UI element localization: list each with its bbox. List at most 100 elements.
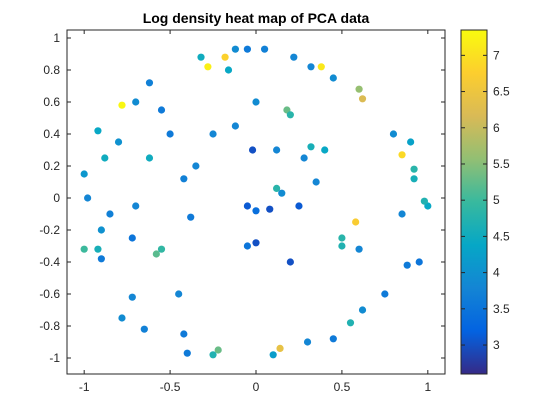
colorbar-tick-label: 5.5 — [493, 157, 510, 171]
scatter-point — [358, 95, 367, 103]
scatter-point — [286, 258, 294, 266]
scatter-point — [157, 106, 166, 114]
scatter-point — [243, 45, 252, 53]
scatter-point — [128, 234, 136, 242]
scatter-point — [415, 258, 423, 266]
x-tick-label: -1 — [79, 380, 90, 394]
scatter-point — [157, 245, 166, 253]
scatter-point — [300, 154, 308, 162]
x-tick-label: 0.5 — [334, 380, 351, 394]
colorbar-tick-label: 3 — [493, 338, 500, 352]
colorbar-gradient — [460, 29, 488, 375]
scatter-point — [114, 138, 123, 146]
scatter-point — [145, 79, 154, 87]
scatter-point — [358, 306, 367, 314]
scatter-point — [252, 98, 260, 106]
scatter-point — [407, 138, 415, 146]
scatter-point — [307, 63, 315, 71]
scatter-point — [187, 213, 195, 221]
y-tick-label: 0 — [53, 191, 60, 205]
scatter-point — [132, 202, 140, 210]
scatter-point — [286, 111, 294, 119]
y-tick-label: 0.2 — [43, 159, 60, 173]
scatter-point — [214, 346, 222, 354]
y-axis: -1 -0.8 -0.6 -0.4 -0.2 0 0.2 0.4 0.6 0.8 1 — [39, 31, 445, 365]
scatter-point — [84, 194, 92, 202]
scatter-point — [94, 127, 102, 135]
colorbar-tick-label: 3.5 — [493, 302, 510, 316]
scatter-point — [192, 162, 200, 170]
scatter-point — [221, 53, 229, 61]
scatter-point — [231, 45, 239, 53]
scatter-point — [398, 210, 406, 218]
scatter-point — [106, 210, 114, 218]
colorbar-tick-label: 6 — [493, 121, 500, 135]
scatter-point — [118, 101, 126, 109]
scatter-point — [290, 53, 298, 61]
x-tick-label: 0 — [253, 380, 260, 394]
y-tick-label: -1 — [49, 351, 60, 365]
scatter-point — [252, 207, 260, 215]
scatter-point — [398, 151, 406, 159]
scatter-point — [209, 130, 217, 138]
chart-title: Log density heat map of PCA data — [143, 10, 370, 26]
scatter-point — [312, 178, 320, 186]
scatter-point — [166, 130, 174, 138]
y-tick-label: 0.8 — [43, 63, 60, 77]
scatter-point — [152, 250, 160, 258]
x-axis: -1 -0.5 0 0.5 1 — [79, 30, 431, 394]
scatter-point — [118, 314, 126, 322]
scatter-point — [273, 184, 281, 192]
scatter-point — [321, 146, 329, 154]
y-tick-label: -0.8 — [39, 319, 60, 333]
scatter-point — [329, 74, 337, 82]
y-tick-label: -0.6 — [39, 287, 60, 301]
colorbar-tick-label: 5 — [493, 193, 500, 207]
scatter-point — [260, 45, 269, 53]
scatter-point — [355, 85, 363, 93]
scatter-point — [410, 175, 418, 183]
scatter-point — [252, 239, 260, 247]
scatter-point — [269, 351, 277, 359]
scatter-point — [410, 165, 418, 173]
scatter-point — [276, 344, 284, 352]
scatter-point — [80, 245, 88, 253]
y-tick-label: -0.2 — [39, 223, 60, 237]
scatter-point — [355, 245, 363, 253]
scatter-point — [243, 242, 252, 250]
scatter-point — [243, 202, 252, 210]
scatter-point — [204, 63, 212, 71]
scatter-point — [180, 175, 188, 183]
scatter-point — [403, 261, 411, 269]
scatter-point — [80, 170, 88, 178]
scatter-point — [248, 146, 257, 154]
scatter-point — [329, 335, 337, 343]
colorbar-tick-label: 7 — [493, 48, 500, 62]
scatter-point — [197, 53, 205, 61]
scatter-point — [132, 98, 140, 106]
scatter-point — [338, 234, 346, 242]
scatter-point — [231, 122, 239, 130]
y-tick-label: 1 — [53, 31, 60, 45]
scatter-point — [209, 351, 217, 359]
scatter-point — [352, 218, 360, 226]
scatter-point — [140, 325, 148, 333]
y-tick-label: 0.6 — [43, 95, 60, 109]
colorbar: 3 3.5 4 4.5 5 5.5 6 6.5 7 — [460, 29, 510, 375]
scatter-point — [128, 293, 136, 301]
scatter-point — [175, 290, 183, 298]
scatter-point — [295, 202, 303, 210]
scatter-point — [420, 197, 428, 205]
x-tick-label: 1 — [424, 380, 431, 394]
scatter-point — [145, 154, 154, 162]
scatter-point — [101, 154, 109, 162]
colorbar-tick-label: 6.5 — [493, 85, 510, 99]
scatter-point — [338, 242, 346, 250]
scatter-point — [180, 330, 188, 338]
scatter-point — [381, 290, 389, 298]
scatter-point — [307, 143, 315, 151]
plot-area-frame — [66, 29, 446, 375]
scatter-point — [273, 146, 281, 154]
y-tick-label: -0.4 — [39, 255, 60, 269]
